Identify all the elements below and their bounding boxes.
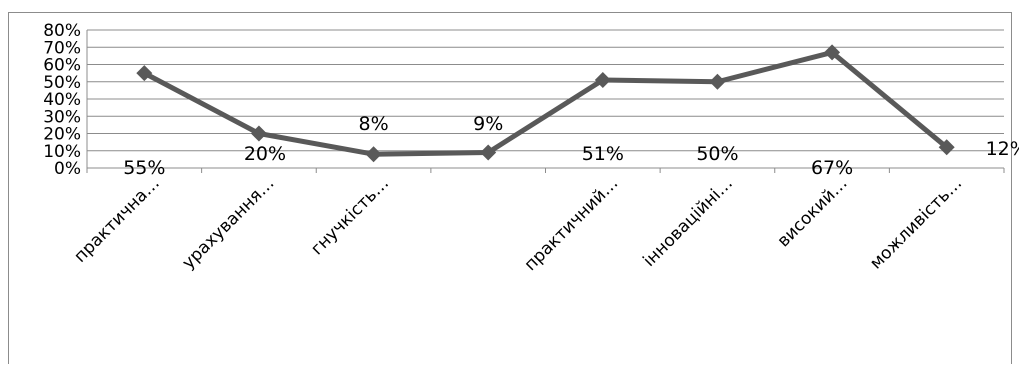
category-label: гнучкість… [307, 173, 393, 259]
y-tick-label: 30% [43, 107, 81, 127]
data-point [709, 73, 726, 90]
data-label: 67% [811, 157, 853, 179]
category-label: високий… [774, 173, 852, 251]
data-point [480, 144, 497, 161]
data-point [824, 44, 841, 61]
category-label: практичний… [521, 173, 623, 275]
data-point [938, 139, 955, 156]
y-tick-label: 50% [43, 73, 81, 93]
data-point [250, 125, 267, 142]
data-label: 51% [582, 143, 624, 165]
y-tick-label: 10% [43, 142, 81, 162]
category-label: можливість… [866, 173, 966, 273]
category-label: урахування… [179, 173, 279, 273]
data-point [136, 65, 153, 82]
y-tick-label: 20% [43, 125, 81, 145]
data-label: 50% [696, 143, 738, 165]
category-label: практична… [70, 173, 163, 266]
y-tick-label: 80% [43, 21, 81, 41]
category-label: інноваційні… [639, 173, 737, 271]
data-point [594, 72, 611, 89]
data-label: 55% [123, 157, 165, 179]
data-label: 20% [244, 143, 286, 165]
data-label: 12% [986, 138, 1019, 160]
y-tick-label: 40% [43, 90, 81, 110]
chart-frame [8, 12, 1012, 364]
data-label: 8% [358, 113, 388, 135]
y-tick-label: 70% [43, 38, 81, 58]
y-tick-label: 60% [43, 56, 81, 76]
data-label: 9% [473, 113, 503, 135]
series-line [143, 49, 949, 157]
y-tick-label: 0% [54, 159, 81, 179]
data-point [365, 146, 382, 163]
